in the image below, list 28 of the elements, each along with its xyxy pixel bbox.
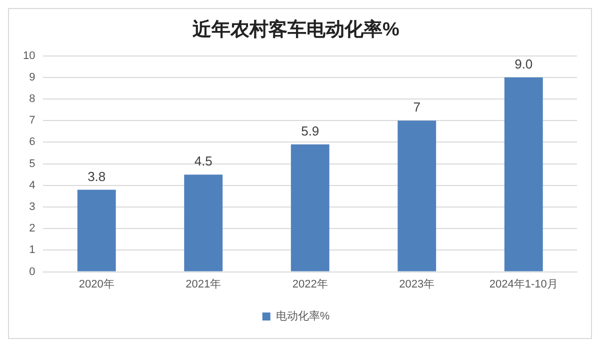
data-label: 5.9	[301, 123, 320, 138]
data-label: 4.5	[194, 154, 212, 169]
bar	[504, 77, 543, 272]
data-label: 9.0	[514, 56, 533, 72]
x-tick-label: 2020年	[78, 278, 114, 290]
bar	[184, 174, 223, 272]
y-tick-label: 4	[29, 179, 36, 192]
x-tick-label: 2022年	[292, 278, 328, 290]
bar	[290, 144, 330, 272]
legend-label: 电动化率%	[276, 310, 330, 323]
y-tick-label: 0	[29, 266, 36, 278]
x-tick-label: 2023年	[399, 278, 435, 290]
chart-title: 近年农村客车电动化率%	[192, 18, 400, 41]
bar	[398, 120, 436, 272]
y-tick-label: 3	[29, 201, 36, 214]
data-label: 7	[413, 100, 420, 115]
y-tick-label: 7	[29, 114, 36, 127]
y-tick-label: 9	[29, 71, 36, 84]
y-tick-label: 2	[29, 222, 36, 235]
y-tick-label: 1	[29, 244, 36, 256]
x-tick-label: 2024年1-10月	[489, 278, 558, 290]
y-tick-label: 5	[29, 158, 36, 170]
y-tick-label: 8	[29, 93, 36, 106]
y-tick-label: 10	[22, 50, 36, 62]
x-tick-label: 2021年	[186, 278, 222, 290]
data-label: 3.8	[88, 168, 106, 184]
bar	[77, 190, 116, 272]
y-tick-label: 6	[29, 136, 36, 148]
